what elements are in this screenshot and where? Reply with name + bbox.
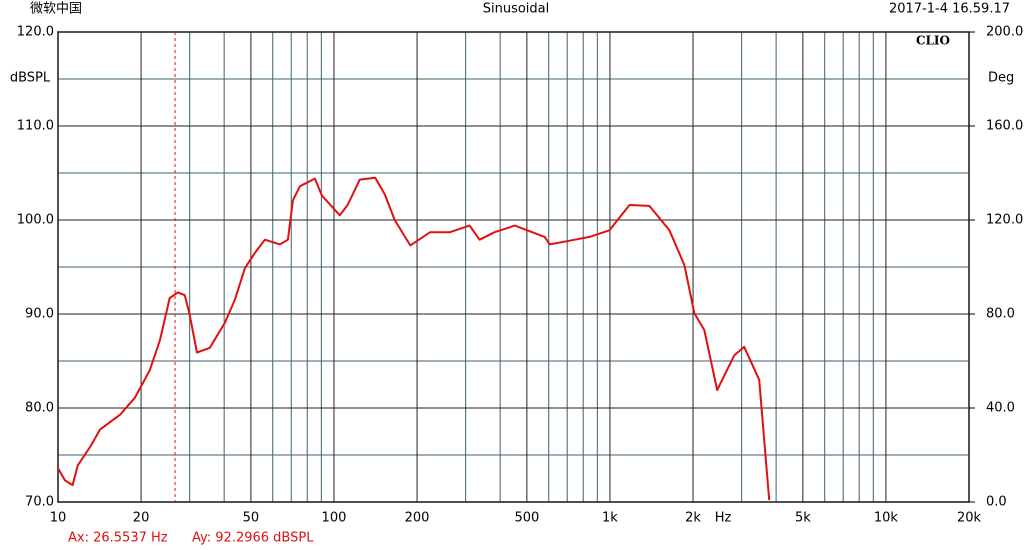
x-tick-label: 200 [405, 511, 430, 526]
y-axis-label: dBSPL [10, 71, 51, 86]
y2-axis-label: Deg [988, 71, 1014, 86]
cursor-x-readout: Ax: 26.5537 Hz [68, 531, 168, 546]
y-tick-label: 100.0 [17, 213, 54, 228]
logo: CLIO [916, 34, 950, 48]
y-tick-label: 120.0 [17, 25, 54, 40]
x-tick-label: 20k [957, 511, 982, 526]
y2-tick-label: 0.0 [986, 495, 1007, 510]
y-tick-label: 70.0 [25, 495, 54, 510]
header-title: Sinusoidal [483, 2, 550, 17]
y2-tick-label: 40.0 [986, 401, 1015, 416]
y-tick-label: 110.0 [17, 119, 54, 134]
y2-tick-label: 160.0 [986, 119, 1023, 134]
spl-curve [57, 176, 771, 501]
x-tick-label: 5k [795, 511, 811, 526]
cursor-y-readout: Ay: 92.2966 dBSPL [192, 531, 314, 546]
y2-tick-label: 120.0 [986, 213, 1023, 228]
x-tick-label: 2k [685, 511, 701, 526]
x-tick-label: 100 [322, 511, 347, 526]
x-tick-label: 500 [514, 511, 539, 526]
x-tick-label: 10k [874, 511, 899, 526]
header-left: 微软中国 [30, 2, 82, 17]
y2-tick-label: 200.0 [986, 25, 1023, 40]
x-tick-label: 20 [133, 511, 150, 526]
y2-tick-label: 80.0 [986, 307, 1015, 322]
x-axis-label: Hz [715, 511, 732, 526]
y-tick-label: 80.0 [25, 401, 54, 416]
header-date: 2017-1-4 16.59.17 [889, 2, 1010, 17]
x-tick-label: 10 [50, 511, 67, 526]
x-tick-label: 1k [602, 511, 618, 526]
x-tick-label: 50 [243, 511, 260, 526]
y-tick-label: 90.0 [25, 307, 54, 322]
